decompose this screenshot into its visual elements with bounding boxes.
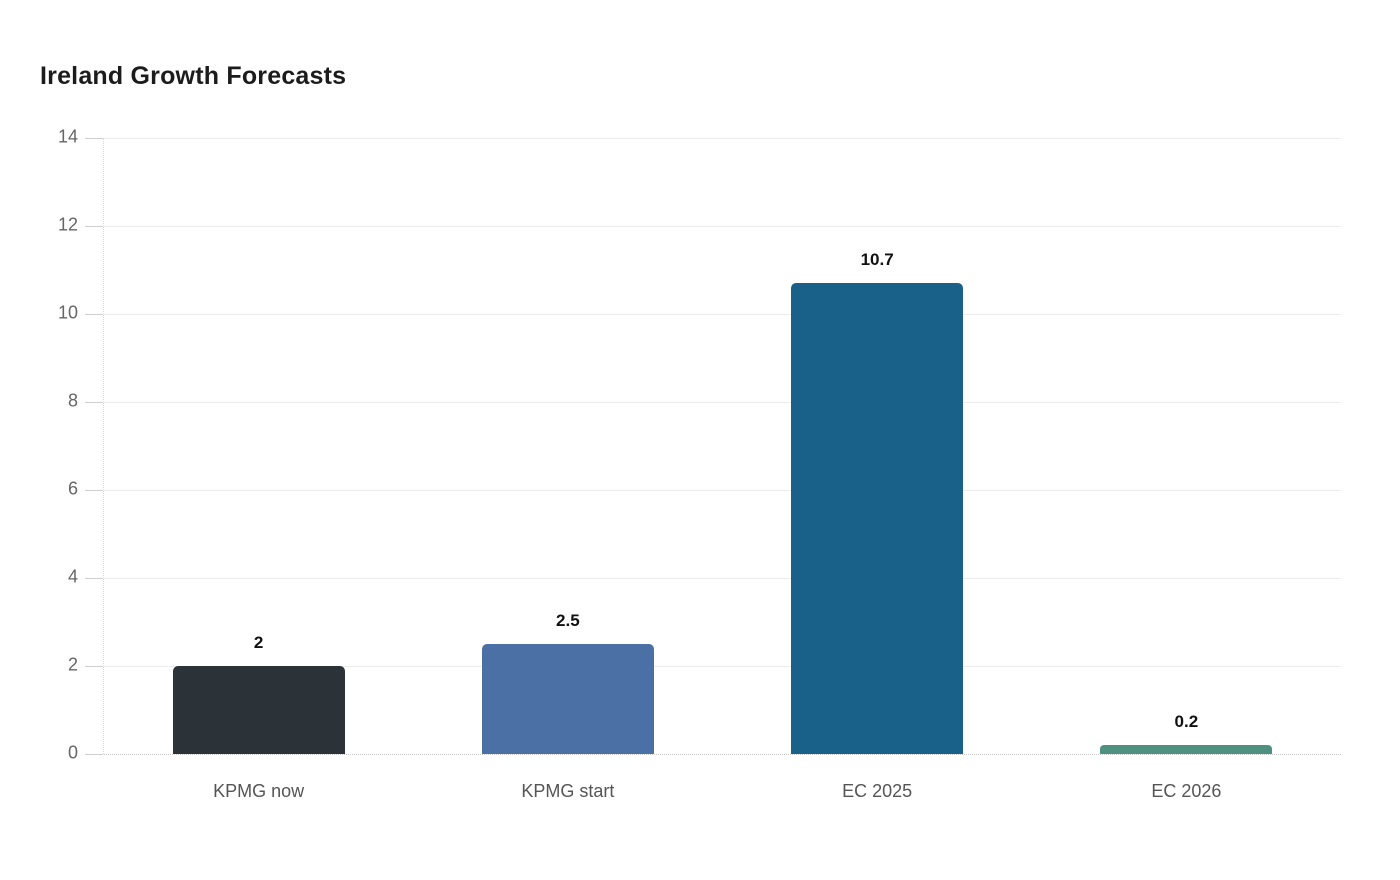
category-label-ec-2026: EC 2026 <box>1151 781 1222 801</box>
y-axis-label-4: 4 <box>67 566 78 587</box>
y-axis-label-6: 6 <box>67 478 78 499</box>
category-label-kpmg-start: KPMG start <box>521 781 615 801</box>
y-axis-tick-6 <box>85 490 103 491</box>
gridline-y-4 <box>104 578 1341 579</box>
gridline-y-12 <box>104 226 1341 227</box>
bar-value-kpmg-start: 2.5 <box>556 611 580 630</box>
gridline-y-0 <box>104 754 1341 755</box>
chart-title: Ireland Growth Forecasts <box>40 62 347 90</box>
gridline-y-10 <box>104 314 1341 315</box>
bar-value-ec-2026: 0.2 <box>1174 712 1199 732</box>
y-axis-tick-14 <box>85 138 103 139</box>
y-axis-tick-10 <box>85 314 103 315</box>
bar-value-kpmg-now: 2 <box>253 633 264 652</box>
category-label-kpmg-now: KPMG now <box>213 781 305 801</box>
y-axis-label-8: 8 <box>67 390 78 411</box>
bar-ec-2026 <box>1100 745 1273 754</box>
y-axis-label-12: 12 <box>57 214 78 235</box>
plot-area: 0 2 4 6 8 10 12 14 2 KPMG now 2.5 KPMG start 10.7 EC … <box>58 126 1341 801</box>
bar-value-ec-2025: 10.7 <box>860 250 894 270</box>
y-axis-label-2: 2 <box>67 654 78 675</box>
y-axis-label-14: 14 <box>57 126 78 147</box>
y-axis-tick-8 <box>85 402 103 403</box>
gridline-y-6 <box>104 490 1341 491</box>
y-axis-tick-4 <box>85 578 103 579</box>
y-axis-tick-0 <box>85 754 103 755</box>
gridline-y-14 <box>104 138 1341 139</box>
bar-ec-2025 <box>791 283 964 754</box>
bar-kpmg-now <box>172 666 345 754</box>
gridline-y-2 <box>104 666 1341 667</box>
y-axis-label-10: 10 <box>57 302 78 323</box>
y-axis-label-0: 0 <box>67 742 78 763</box>
y-axis-tick-2 <box>85 666 103 667</box>
gridline-y-8 <box>104 402 1341 403</box>
category-label-ec-2025: EC 2025 <box>842 781 913 801</box>
y-axis-tick-12 <box>85 226 103 227</box>
bar-kpmg-start <box>481 644 654 754</box>
